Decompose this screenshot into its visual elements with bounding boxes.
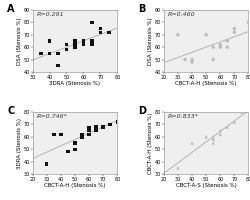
Y-axis label: DSA (Stenosis %): DSA (Stenosis %) bbox=[148, 17, 153, 65]
Point bbox=[80, 133, 84, 136]
Point bbox=[246, 21, 250, 24]
Point bbox=[47, 52, 51, 55]
Point bbox=[90, 21, 94, 24]
Point bbox=[189, 60, 193, 64]
X-axis label: CBCT-A-H (Stenosis %): CBCT-A-H (Stenosis %) bbox=[44, 183, 105, 188]
Point bbox=[232, 27, 235, 30]
Point bbox=[232, 120, 235, 124]
Point bbox=[64, 43, 68, 46]
Point bbox=[218, 46, 222, 49]
Point bbox=[210, 58, 214, 61]
Point bbox=[218, 43, 222, 46]
Point bbox=[56, 52, 60, 55]
Point bbox=[87, 133, 91, 136]
Point bbox=[224, 39, 228, 43]
Point bbox=[189, 58, 193, 61]
Point bbox=[47, 39, 51, 43]
Point bbox=[73, 148, 77, 151]
Point bbox=[52, 133, 56, 136]
Point bbox=[81, 43, 85, 46]
Text: B: B bbox=[138, 4, 145, 14]
Point bbox=[94, 127, 98, 130]
Point bbox=[87, 127, 91, 130]
Point bbox=[210, 138, 214, 141]
Text: R=0.291: R=0.291 bbox=[37, 12, 64, 17]
Point bbox=[87, 129, 91, 132]
Point bbox=[210, 135, 214, 138]
Point bbox=[189, 141, 193, 145]
Point bbox=[81, 39, 85, 43]
Point bbox=[81, 42, 85, 45]
Point bbox=[80, 135, 84, 138]
Point bbox=[203, 135, 207, 138]
Point bbox=[115, 120, 119, 124]
Y-axis label: 3DRA (Stenosis %): 3DRA (Stenosis %) bbox=[17, 118, 22, 169]
Text: R=0.460: R=0.460 bbox=[168, 12, 195, 17]
Point bbox=[66, 150, 70, 153]
Point bbox=[90, 39, 94, 43]
Point bbox=[224, 125, 228, 129]
Point bbox=[73, 46, 77, 49]
Text: R=0.833*: R=0.833* bbox=[168, 114, 198, 119]
Point bbox=[175, 166, 179, 169]
Point bbox=[73, 141, 77, 145]
X-axis label: 3DRA (Stenosis %): 3DRA (Stenosis %) bbox=[49, 81, 100, 86]
X-axis label: CBCT-A-H (Stenosis %): CBCT-A-H (Stenosis %) bbox=[175, 81, 236, 86]
Point bbox=[44, 162, 48, 166]
Point bbox=[182, 58, 186, 61]
Y-axis label: DSA (Stenosis %): DSA (Stenosis %) bbox=[17, 17, 22, 65]
Point bbox=[94, 125, 98, 129]
Point bbox=[64, 48, 68, 51]
Point bbox=[218, 133, 222, 136]
Point bbox=[98, 27, 102, 30]
Point bbox=[94, 129, 98, 132]
Text: C: C bbox=[7, 106, 14, 116]
Point bbox=[238, 111, 242, 114]
Y-axis label: CBCT-A-H (Stenosis %): CBCT-A-H (Stenosis %) bbox=[148, 112, 153, 174]
Point bbox=[218, 129, 222, 132]
Point bbox=[73, 39, 77, 43]
Point bbox=[98, 31, 102, 34]
Point bbox=[232, 31, 235, 34]
Point bbox=[90, 39, 94, 43]
Point bbox=[101, 125, 105, 129]
Point bbox=[175, 33, 179, 36]
Point bbox=[210, 46, 214, 49]
Point bbox=[203, 33, 207, 36]
X-axis label: CBCT-A-S (Stenosis %): CBCT-A-S (Stenosis %) bbox=[175, 183, 236, 188]
Point bbox=[56, 64, 60, 67]
Point bbox=[224, 46, 228, 49]
Point bbox=[39, 52, 43, 55]
Text: A: A bbox=[7, 4, 15, 14]
Point bbox=[90, 43, 94, 46]
Text: R=0.746*: R=0.746* bbox=[37, 114, 67, 119]
Text: D: D bbox=[138, 106, 146, 116]
Point bbox=[73, 43, 77, 46]
Point bbox=[210, 141, 214, 145]
Point bbox=[106, 31, 110, 34]
Point bbox=[58, 133, 62, 136]
Point bbox=[108, 123, 112, 126]
